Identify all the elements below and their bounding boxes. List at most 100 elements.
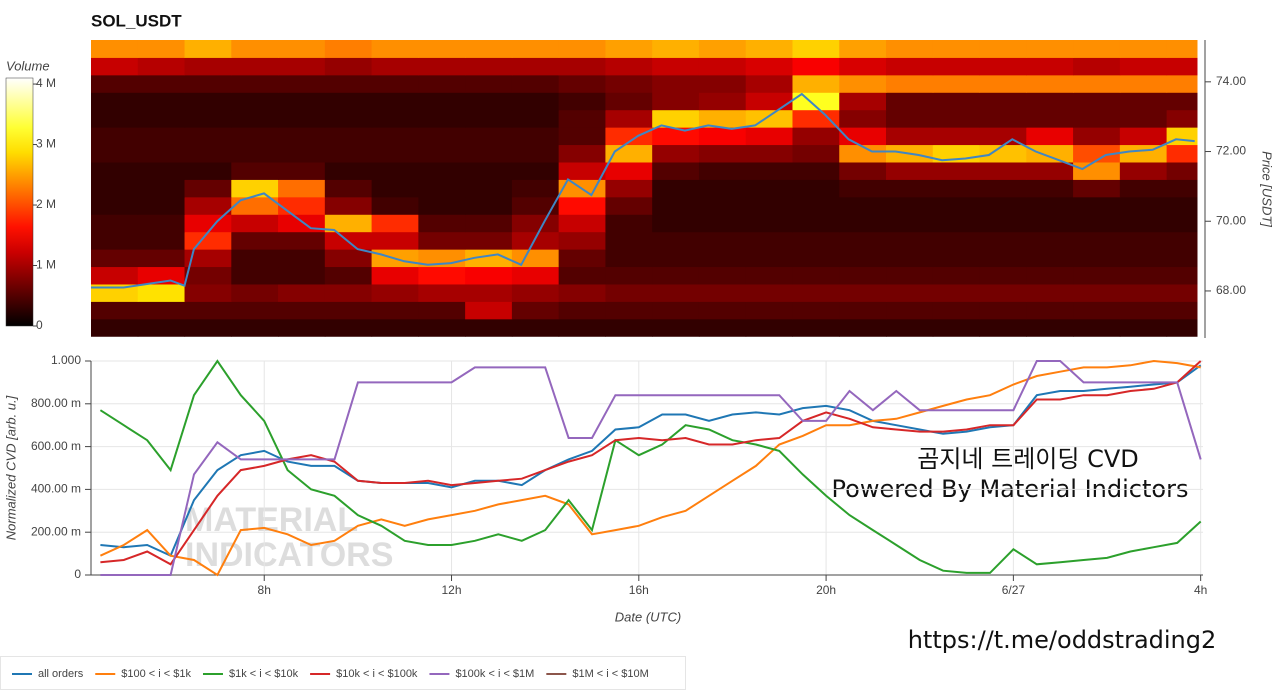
heat-cell: [698, 318, 747, 337]
legend-item[interactable]: $1M < i < $10M: [546, 668, 649, 680]
heat-cell: [1026, 249, 1074, 268]
heat-cell: [605, 301, 653, 320]
heat-cell: [184, 109, 232, 128]
heat-cell: [652, 57, 700, 76]
heat-cell: [932, 266, 981, 285]
legend-item[interactable]: $1k < i < $10k: [202, 668, 299, 680]
heat-cell: [979, 266, 1027, 285]
heat-cell: [418, 57, 466, 76]
heat-cell: [979, 214, 1027, 233]
heat-cell: [886, 283, 934, 302]
heat-cell: [231, 179, 279, 198]
heat-cell: [792, 231, 840, 250]
heat-cell: [91, 161, 139, 180]
heat-cell: [184, 127, 232, 146]
heat-cell: [605, 161, 653, 180]
heat-cell: [745, 266, 793, 285]
cvd-line: [100, 360, 1202, 566]
heat-cell: [1073, 318, 1121, 337]
heat-cell: [231, 40, 279, 58]
y-tick-label: 72.00: [1216, 144, 1246, 158]
heat-cell: [418, 161, 466, 180]
heat-cell: [137, 301, 186, 320]
heat-cell: [278, 179, 326, 198]
heat-cell: [418, 109, 466, 128]
heat-cell: [231, 283, 279, 302]
heat-cell: [605, 144, 653, 163]
heat-cell: [745, 214, 793, 233]
heat-cell: [1073, 283, 1121, 302]
heat-cell: [886, 92, 934, 111]
heat-cell: [278, 109, 326, 128]
heat-cell: [465, 249, 513, 268]
heat-cell: [91, 92, 139, 111]
heat-cell: [1166, 144, 1198, 163]
heat-cell: [465, 179, 513, 198]
heat-cell: [839, 196, 887, 215]
heat-cell: [371, 318, 419, 337]
legend-item[interactable]: $100 < i < $1k: [95, 668, 191, 680]
heat-cell: [418, 40, 466, 58]
heat-cell: [839, 92, 887, 111]
y-tick-label: 800.00 m: [31, 396, 81, 410]
colorbar-tick-label: 0: [36, 318, 43, 332]
heat-cell: [652, 249, 700, 268]
heat-cell: [278, 249, 326, 268]
heat-cell: [698, 231, 747, 250]
heat-cell: [839, 301, 887, 320]
heat-cell: [91, 266, 139, 285]
heat-cell: [184, 249, 232, 268]
heat-cell: [792, 144, 840, 163]
heat-cell: [184, 266, 232, 285]
heat-cell: [652, 214, 700, 233]
legend-item[interactable]: all orders: [12, 668, 84, 680]
cvd-line: [99, 359, 1201, 577]
heat-cell: [137, 249, 186, 268]
heat-cell: [979, 249, 1027, 268]
link[interactable]: https://t.me/oddstrading2: [908, 626, 1217, 654]
heat-cell: [184, 161, 232, 180]
heat-cell: [1026, 57, 1074, 76]
heat-cell: [231, 109, 279, 128]
heat-cell: [1166, 109, 1198, 128]
heat-cell: [886, 301, 934, 320]
heat-cell: [91, 301, 139, 320]
heat-cell: [137, 214, 186, 233]
heat-cell: [605, 196, 653, 215]
heat-cell: [792, 40, 840, 58]
heat-cell: [839, 161, 887, 180]
x-tick-label: 20h: [816, 583, 836, 597]
heat-cell: [1166, 92, 1198, 111]
heat-cell: [91, 74, 139, 93]
heat-cell: [1166, 57, 1198, 76]
heat-cell: [979, 74, 1027, 93]
legend-item[interactable]: $100k < i < $1M: [429, 668, 534, 680]
heat-cell: [278, 144, 326, 163]
heat-cell: [1166, 196, 1198, 215]
heat-cell: [932, 283, 981, 302]
heat-cell: [465, 266, 513, 285]
heat-cell: [652, 231, 700, 250]
heat-cell: [91, 57, 139, 76]
price-line: [91, 92, 1195, 289]
heat-cell: [465, 318, 513, 337]
heat-cell: [558, 74, 606, 93]
heat-cell: [1026, 161, 1074, 180]
heat-cell: [465, 92, 513, 111]
heat-cell: [745, 57, 793, 76]
heat-cell: [839, 231, 887, 250]
heat-cell: [839, 214, 887, 233]
heat-cell: [1073, 127, 1121, 146]
heat-cell: [511, 109, 560, 128]
heat-cell: [745, 179, 793, 198]
heat-cell: [979, 196, 1027, 215]
heat-cell: [792, 214, 840, 233]
heat-cell: [979, 179, 1027, 198]
heat-cell: [698, 196, 747, 215]
heat-cell: [1073, 196, 1121, 215]
heat-cell: [231, 144, 279, 163]
heat-cell: [324, 179, 373, 198]
legend-item[interactable]: $10k < i < $100k: [310, 668, 418, 680]
heat-cell: [465, 57, 513, 76]
legend-label: all orders: [38, 668, 84, 680]
